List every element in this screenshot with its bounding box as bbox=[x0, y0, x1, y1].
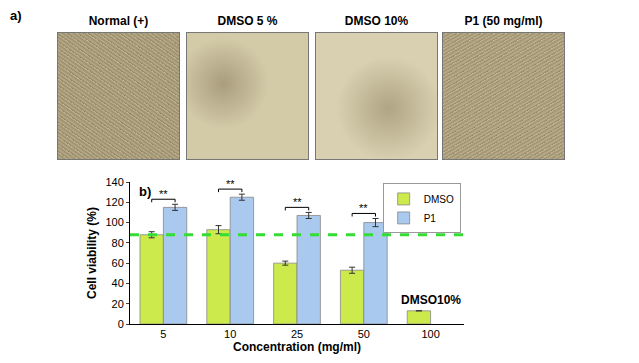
svg-text:DMSO: DMSO bbox=[424, 194, 454, 205]
svg-text:**: ** bbox=[359, 202, 368, 214]
svg-text:140: 140 bbox=[105, 176, 123, 188]
svg-text:**: ** bbox=[226, 178, 235, 190]
svg-text:20: 20 bbox=[112, 298, 124, 310]
svg-text:50: 50 bbox=[358, 328, 370, 340]
svg-text:25: 25 bbox=[291, 328, 303, 340]
svg-text:60: 60 bbox=[112, 257, 124, 269]
svg-text:b): b) bbox=[139, 184, 151, 199]
svg-text:**: ** bbox=[293, 196, 302, 208]
svg-text:0: 0 bbox=[118, 318, 124, 330]
html-text:DMSO 10%: DMSO 10% bbox=[344, 14, 409, 28]
svg-text:5: 5 bbox=[160, 328, 166, 340]
svg-text:120: 120 bbox=[105, 196, 123, 208]
html-text:DMSO 5 %: DMSO 5 % bbox=[217, 14, 278, 28]
svg-text:100: 100 bbox=[105, 216, 123, 228]
svg-text:40: 40 bbox=[112, 277, 124, 289]
html-text:Normal (+): Normal (+) bbox=[88, 14, 149, 28]
svg-text:10: 10 bbox=[224, 328, 236, 340]
svg-text:100: 100 bbox=[421, 328, 439, 340]
svg-text:P1: P1 bbox=[424, 213, 437, 224]
svg-text:Concentration (mg/ml): Concentration (mg/ml) bbox=[233, 340, 361, 354]
svg-text:80: 80 bbox=[112, 237, 124, 249]
svg-text:Cell viability (%): Cell viability (%) bbox=[85, 207, 99, 299]
svg-text:DMSO10%: DMSO10% bbox=[401, 293, 461, 307]
html-text:a): a) bbox=[10, 8, 22, 23]
html-text:P1 (50 mg/ml): P1 (50 mg/ml) bbox=[464, 14, 543, 28]
svg-text:**: ** bbox=[159, 188, 168, 200]
